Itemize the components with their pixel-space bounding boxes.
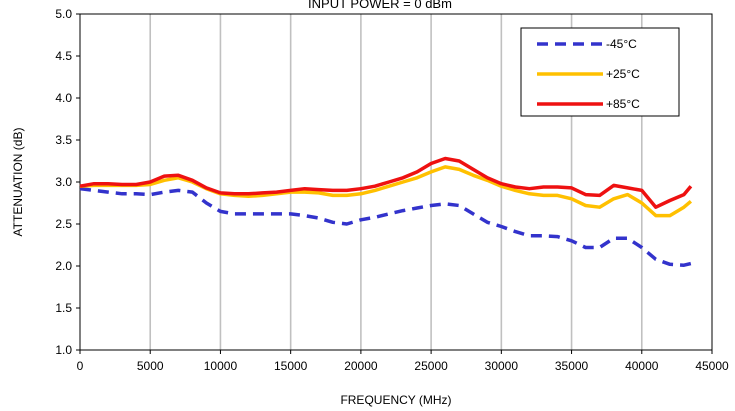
x-tick-label: 10000 [204,359,238,373]
y-tick-label: 3.5 [55,133,72,147]
x-tick-label: 35000 [555,359,589,373]
x-tick-label: 0 [77,359,84,373]
legend: -45°C +25°C +85°C [520,27,680,117]
x-axis-label: FREQUENCY (MHz) [340,393,451,407]
series-line-2 [79,165,693,218]
y-tick-label: 2.0 [55,259,72,273]
x-tick-label: 30000 [485,359,519,373]
x-tick-label: 25000 [414,359,448,373]
x-tick-labels: 0 5000 10000 15000 20000 25000 30000 35000 40000… [77,350,729,373]
x-tick-label: 15000 [274,359,308,373]
y-tick-labels: 1.0 1.5 2.0 2.5 3.0 3.5 4.0 4.5 5.0 [55,7,80,357]
y-tick-label: 4.0 [55,91,72,105]
series-line-3 [79,156,693,209]
y-tick-label: 1.0 [55,343,72,357]
x-tick-label: 5000 [137,359,164,373]
series-line-1 [79,186,692,267]
x-tick-label: 20000 [344,359,378,373]
y-tick-label: 3.0 [55,175,72,189]
y-tick-label: 5.0 [55,7,72,21]
y-tick-label: 1.5 [55,301,72,315]
y-tick-label: 4.5 [55,49,72,63]
y-tick-label: 2.5 [55,217,72,231]
x-tick-label: 40000 [625,359,659,373]
legend-label-2: +25°C [606,67,640,81]
legend-label-1: -45°C [606,37,637,51]
y-axis-label: ATTENUATION (dB) [11,128,25,237]
plot-frame [79,13,713,351]
legend-label-3: +85°C [606,97,640,111]
series-layer [79,156,693,267]
x-tick-label: 45000 [695,359,729,373]
chart-title: INPUT POWER = 0 dBm [308,0,452,11]
